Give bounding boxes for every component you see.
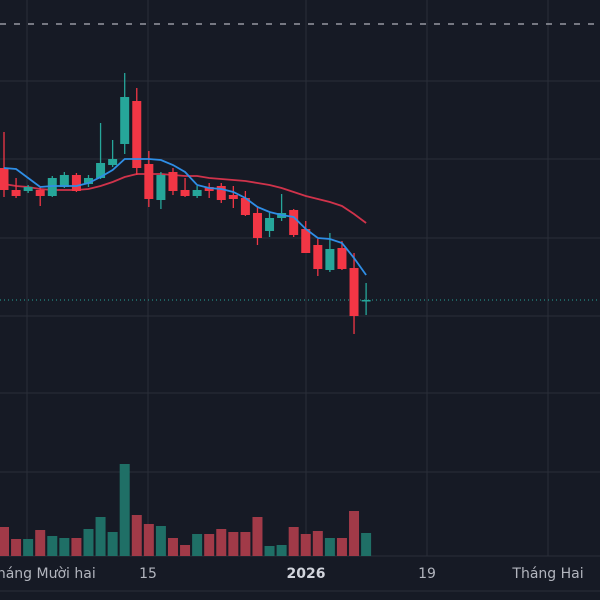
candle-body: [265, 218, 275, 231]
candle-body: [240, 198, 250, 215]
volume-bar: [240, 532, 251, 556]
volume-bar: [216, 529, 227, 556]
candle-body: [132, 101, 142, 168]
candle-body: [83, 178, 93, 184]
candle-body: [252, 213, 262, 238]
volume-bar: [35, 530, 46, 556]
volume-bar: [95, 517, 106, 556]
candle-body: [361, 300, 371, 302]
candle-body: [71, 175, 81, 191]
volume-bar: [11, 539, 22, 556]
volume-bar: [300, 534, 311, 556]
candle-body: [168, 172, 178, 191]
candle-body: [349, 268, 359, 316]
candle-body: [35, 190, 45, 196]
volume-bar: [71, 538, 82, 556]
candle-body: [180, 190, 190, 196]
candle-body: [337, 248, 347, 269]
x-tick-label: 2026: [286, 566, 326, 582]
ma-long-line: [3, 173, 367, 224]
candle-body: [325, 249, 335, 270]
volume-bar: [83, 529, 94, 556]
candle-body: [0, 168, 9, 190]
candle-body: [11, 190, 21, 196]
volume-bar: [288, 527, 299, 556]
volume-bar: [312, 531, 323, 556]
x-tick-label: Tháng Hai: [512, 566, 584, 582]
candle-body: [120, 97, 130, 144]
volume-bar: [252, 517, 263, 556]
candle-body: [59, 175, 69, 187]
candle-body: [23, 187, 33, 191]
x-tick-label: 19: [418, 566, 436, 582]
volume-bar: [349, 511, 360, 556]
volume-bar: [336, 538, 347, 556]
candle-body: [313, 245, 323, 269]
candle-body: [156, 175, 166, 200]
candle-body: [192, 190, 202, 196]
volume-bar: [107, 532, 118, 556]
candle-body: [289, 210, 299, 235]
volume-bar: [47, 536, 58, 556]
volume-bar: [155, 526, 166, 556]
volume-bar: [264, 546, 275, 556]
volume-bar: [192, 534, 203, 556]
candle-body: [108, 159, 118, 165]
candle-body: [47, 178, 57, 196]
volume-bar: [0, 527, 9, 556]
volume-bar: [143, 524, 154, 556]
volume-bar: [131, 515, 142, 556]
candle-body: [204, 187, 214, 191]
candle-body: [144, 164, 154, 199]
volume-bar: [167, 538, 178, 556]
volume-bar: [361, 533, 372, 556]
volume-bar: [59, 538, 70, 556]
volume-bar: [204, 534, 215, 556]
volume-bar: [228, 532, 239, 556]
volume-bar: [276, 545, 287, 556]
volume-bar: [119, 464, 130, 556]
candle-body: [301, 229, 311, 253]
x-tick-label: 15: [139, 566, 157, 582]
volume-bar: [180, 545, 191, 556]
ma-short-line: [3, 158, 367, 276]
candle-body: [96, 163, 106, 178]
volume-bar: [23, 539, 34, 556]
candle-body: [228, 195, 238, 199]
x-tick-label: Tháng Mười hai: [0, 566, 96, 582]
candle-body: [216, 186, 226, 200]
volume-bar: [324, 538, 335, 556]
